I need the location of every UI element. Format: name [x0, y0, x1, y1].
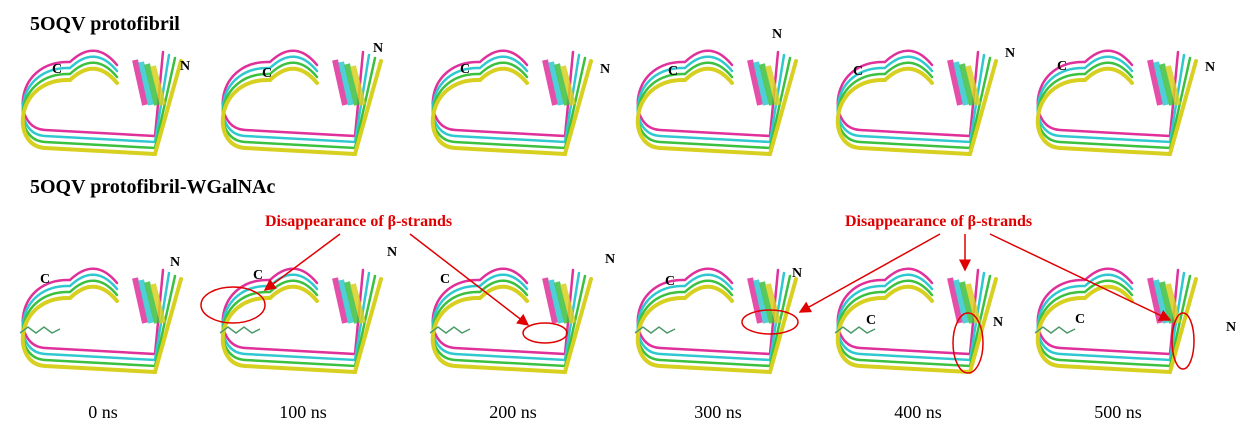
c-terminus-label: C [52, 62, 62, 77]
ligand [635, 327, 675, 333]
n-terminus-label: N [170, 255, 180, 270]
figure: 5OQV protofibril 5OQV protofibril-WGalNA… [0, 0, 1242, 427]
n-terminus-label: N [1226, 320, 1236, 335]
n-terminus-label: N [993, 315, 1003, 330]
time-label: 0 ns [88, 402, 118, 422]
n-terminus-label: N [1205, 60, 1215, 75]
time-label: 300 ns [694, 402, 742, 422]
highlight [523, 323, 567, 343]
ligand [20, 327, 60, 333]
c-terminus-label: C [665, 274, 675, 289]
ligand [1035, 327, 1075, 333]
c-terminus-label: C [1057, 59, 1067, 74]
row-title: 5OQV protofibril [30, 13, 180, 35]
c-terminus-label: C [40, 272, 50, 287]
c-terminus-label: C [1075, 312, 1085, 327]
time-label: 200 ns [489, 402, 537, 422]
c-terminus-label: C [262, 66, 272, 81]
annotation: Disappearance of β-strands [265, 213, 452, 230]
c-terminus-label: C [460, 62, 470, 77]
n-terminus-label: N [1005, 46, 1015, 61]
n-terminus-label: N [600, 62, 610, 77]
n-terminus-label: N [180, 59, 190, 74]
row-title: 5OQV protofibril-WGalNAc [30, 176, 275, 198]
arrow [410, 234, 528, 325]
ligand [430, 327, 470, 333]
n-terminus-label: N [373, 41, 383, 56]
n-terminus-label: N [605, 252, 615, 267]
ligand [220, 327, 260, 333]
n-terminus-label: N [792, 266, 802, 281]
arrow [990, 234, 1170, 320]
n-terminus-label: N [387, 245, 397, 260]
c-terminus-label: C [866, 313, 876, 328]
c-terminus-label: C [853, 64, 863, 79]
c-terminus-label: C [253, 268, 263, 283]
c-terminus-label: C [440, 272, 450, 287]
c-terminus-label: C [668, 64, 678, 79]
n-terminus-label: N [772, 27, 782, 42]
time-label: 400 ns [894, 402, 942, 422]
time-label: 500 ns [1094, 402, 1142, 422]
time-label: 100 ns [279, 402, 327, 422]
annotation: Disappearance of β-strands [845, 213, 1032, 230]
page: 5OQV protofibril 5OQV protofibril-WGalNA… [0, 0, 1242, 427]
structures [20, 51, 1196, 372]
